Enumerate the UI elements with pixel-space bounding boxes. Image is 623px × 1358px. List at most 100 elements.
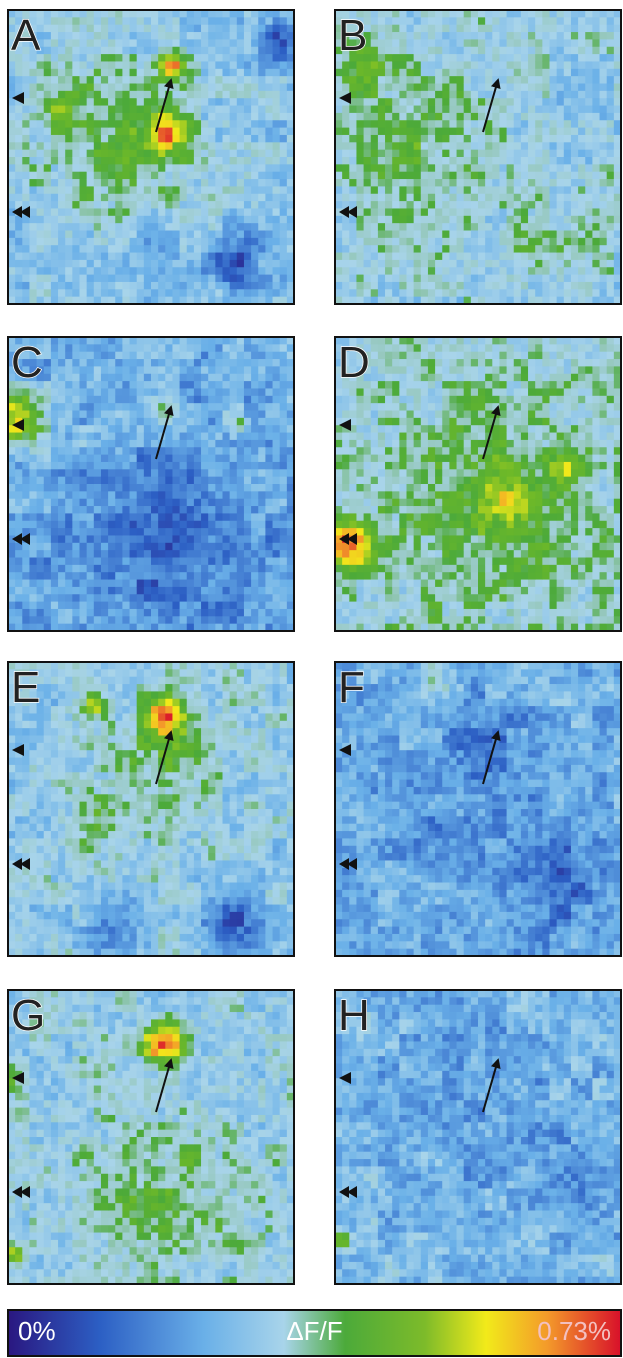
- pixel: [244, 580, 252, 588]
- pixel: [280, 528, 288, 536]
- pixel: [230, 602, 238, 610]
- pixel: [72, 223, 80, 231]
- pixel: [58, 440, 66, 448]
- pixel: [223, 580, 231, 588]
- pixel: [435, 10, 443, 18]
- pixel: [151, 54, 159, 62]
- pixel: [356, 602, 364, 610]
- pixel: [385, 54, 393, 62]
- pixel: [244, 337, 252, 345]
- pixel: [385, 150, 393, 158]
- pixel: [194, 260, 202, 268]
- pixel: [414, 238, 422, 246]
- pixel: [542, 282, 550, 290]
- pixel: [37, 179, 45, 187]
- pixel: [223, 238, 231, 246]
- pixel: [101, 61, 109, 69]
- pixel: [607, 84, 615, 92]
- pixel: [356, 433, 364, 441]
- pixel: [273, 491, 281, 499]
- pixel: [421, 275, 429, 283]
- pixel: [385, 245, 393, 253]
- pixel: [223, 572, 231, 580]
- pixel: [58, 594, 66, 602]
- pixel: [230, 477, 238, 485]
- pixel: [87, 506, 95, 514]
- pixel: [371, 135, 379, 143]
- pixel: [421, 186, 429, 194]
- pixel: [15, 462, 23, 470]
- pixel: [230, 61, 238, 69]
- pixel: [392, 238, 400, 246]
- pixel: [215, 381, 223, 389]
- pixel: [578, 120, 586, 128]
- pixel: [180, 113, 188, 121]
- pixel: [94, 609, 102, 617]
- pixel: [208, 411, 216, 419]
- pixel: [44, 186, 52, 194]
- pixel: [265, 201, 273, 209]
- pixel: [449, 194, 457, 202]
- pixel: [172, 344, 180, 352]
- pixel: [165, 535, 173, 543]
- pixel: [165, 179, 173, 187]
- pixel: [180, 594, 188, 602]
- pixel: [80, 440, 88, 448]
- pixel: [571, 260, 579, 268]
- pixel: [371, 216, 379, 224]
- pixel: [151, 521, 159, 529]
- pixel: [371, 17, 379, 25]
- pixel: [15, 550, 23, 558]
- pixel: [342, 223, 350, 231]
- pixel: [94, 447, 102, 455]
- pixel: [273, 359, 281, 367]
- pixel: [94, 267, 102, 275]
- pixel: [258, 186, 266, 194]
- pixel: [592, 260, 600, 268]
- pixel: [87, 216, 95, 224]
- pixel: [251, 289, 259, 297]
- pixel: [172, 447, 180, 455]
- pixel: [237, 366, 245, 374]
- pixel: [215, 337, 223, 345]
- pixel: [65, 440, 73, 448]
- pixel: [151, 550, 159, 558]
- pixel: [258, 352, 266, 360]
- pixel: [280, 260, 288, 268]
- pixel: [29, 172, 37, 180]
- pixel: [514, 150, 522, 158]
- pixel: [251, 594, 259, 602]
- pixel: [471, 179, 479, 187]
- pixel: [165, 267, 173, 275]
- pixel: [600, 275, 608, 283]
- pixel: [80, 201, 88, 209]
- pixel: [280, 499, 288, 507]
- pixel: [342, 403, 350, 411]
- pixel: [144, 403, 152, 411]
- pixel: [521, 179, 529, 187]
- pixel: [485, 179, 493, 187]
- pixel: [478, 275, 486, 283]
- pixel: [72, 135, 80, 143]
- pixel: [72, 352, 80, 360]
- pixel: [187, 352, 195, 360]
- pixel: [457, 245, 465, 253]
- pixel: [258, 418, 266, 426]
- pixel: [244, 594, 252, 602]
- pixel: [564, 208, 572, 216]
- pixel: [201, 76, 209, 84]
- pixel: [356, 142, 364, 150]
- pixel: [215, 25, 223, 33]
- pixel: [201, 433, 209, 441]
- pixel: [507, 98, 515, 106]
- pixel: [208, 425, 216, 433]
- pixel: [122, 440, 130, 448]
- pixel: [542, 120, 550, 128]
- pixel: [280, 289, 288, 297]
- pixel: [592, 135, 600, 143]
- pixel: [550, 61, 558, 69]
- pixel: [258, 69, 266, 77]
- pixel: [151, 587, 159, 595]
- pixel: [208, 120, 216, 128]
- pixel: [464, 10, 472, 18]
